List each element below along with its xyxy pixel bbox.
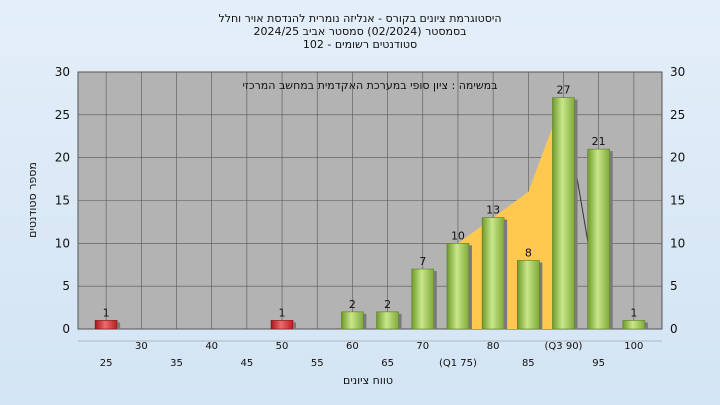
bar-value-label: 1	[279, 306, 286, 319]
x-tick-label: 45	[241, 358, 254, 369]
bar-value-label: 7	[419, 255, 426, 268]
x-tick-label: (Q1 75)	[439, 358, 477, 369]
bar-shadow	[433, 271, 437, 329]
bar-shadow	[504, 219, 508, 329]
bar-shadow	[468, 245, 472, 329]
bar	[552, 97, 575, 330]
x-tick-label: 40	[205, 341, 218, 352]
y-axis-label: מספר סטודנטים	[26, 162, 39, 238]
title-line-1: היסטוגרמת ציונים בקורס - אנליזה נומרית ל…	[218, 12, 501, 25]
y-tick-label-left: 5	[62, 279, 70, 293]
y-tick-label-left: 0	[62, 322, 70, 336]
x-tick-label: 65	[381, 358, 394, 369]
y-tick-label-left: 25	[55, 108, 70, 122]
x-axis-label: טווח ציונים	[343, 374, 393, 387]
bar-shadow	[574, 99, 578, 329]
bar	[94, 320, 118, 330]
y-tick-label-left: 10	[55, 236, 70, 250]
bar-shadow	[609, 151, 613, 329]
x-tick-label: 30	[135, 341, 148, 352]
bar-value-label: 10	[451, 229, 465, 242]
x-tick-label: (Q3 90)	[545, 341, 583, 352]
y-tick-label-right: 5	[670, 279, 678, 293]
x-tick-label: 60	[346, 341, 359, 352]
y-tick-label-right: 15	[670, 194, 685, 208]
bar-shadow	[398, 313, 402, 329]
bar	[481, 217, 505, 330]
bar-shadow	[363, 313, 367, 329]
x-tick-label: 25	[100, 358, 113, 369]
y-tick-label-right: 0	[670, 322, 678, 336]
bar-shadow	[644, 322, 648, 329]
y-tick-label-left: 30	[55, 65, 70, 79]
y-tick-label-left: 15	[55, 194, 70, 208]
bar-value-label: 2	[384, 298, 391, 311]
bar	[587, 148, 610, 330]
bar-value-label: 27	[556, 84, 570, 97]
bar-value-label: 8	[525, 246, 532, 259]
bar	[270, 320, 294, 330]
chart-annotation: במשימה : ציון סופי במערכת האקדמית במחשב …	[243, 79, 498, 92]
x-tick-label: 50	[276, 341, 289, 352]
y-tick-label-right: 25	[670, 108, 685, 122]
title-line-2: בסמסטר (02/2024) סמסטר אביב 2024/25	[253, 25, 466, 38]
bar-shadow	[117, 322, 121, 329]
x-tick-label: 70	[416, 341, 429, 352]
bar	[517, 260, 540, 330]
x-tick-label: 35	[170, 358, 183, 369]
bar	[446, 243, 470, 330]
bar	[411, 268, 435, 330]
x-tick-label: 85	[522, 358, 535, 369]
bar-value-label: 1	[630, 306, 637, 319]
bar-value-label: 21	[592, 135, 606, 148]
bar	[376, 311, 399, 330]
bar	[341, 311, 364, 330]
bar	[622, 320, 646, 330]
x-tick-label: 100	[624, 341, 643, 352]
bar-value-label: 2	[349, 298, 356, 311]
y-tick-label-right: 20	[670, 151, 685, 165]
x-tick-label: 80	[487, 341, 500, 352]
bar-value-label: 1	[103, 306, 110, 319]
y-tick-label-right: 10	[670, 236, 685, 250]
chart-title: היסטוגרמת ציונים בקורס - אנליזה נומרית ל…	[218, 12, 501, 51]
title-line-3: סטודנטים רשומים - 102	[303, 38, 417, 51]
bar-shadow	[293, 322, 297, 329]
x-tick-label: 55	[311, 358, 324, 369]
x-tick-label: 95	[592, 358, 605, 369]
y-tick-label-left: 20	[55, 151, 70, 165]
bar-value-label: 13	[486, 204, 500, 217]
y-tick-label-right: 30	[670, 65, 685, 79]
bar-shadow	[539, 262, 543, 329]
